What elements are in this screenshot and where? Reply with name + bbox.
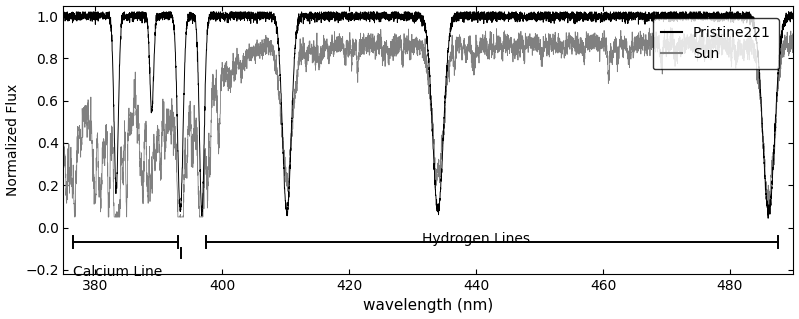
Text: Calcium Line: Calcium Line: [73, 264, 162, 278]
Legend: Pristine221, Sun: Pristine221, Sun: [653, 18, 779, 70]
Y-axis label: Normalized Flux: Normalized Flux: [6, 84, 19, 196]
Text: Hydrogen Lines: Hydrogen Lines: [422, 232, 530, 246]
X-axis label: wavelength (nm): wavelength (nm): [364, 299, 494, 314]
